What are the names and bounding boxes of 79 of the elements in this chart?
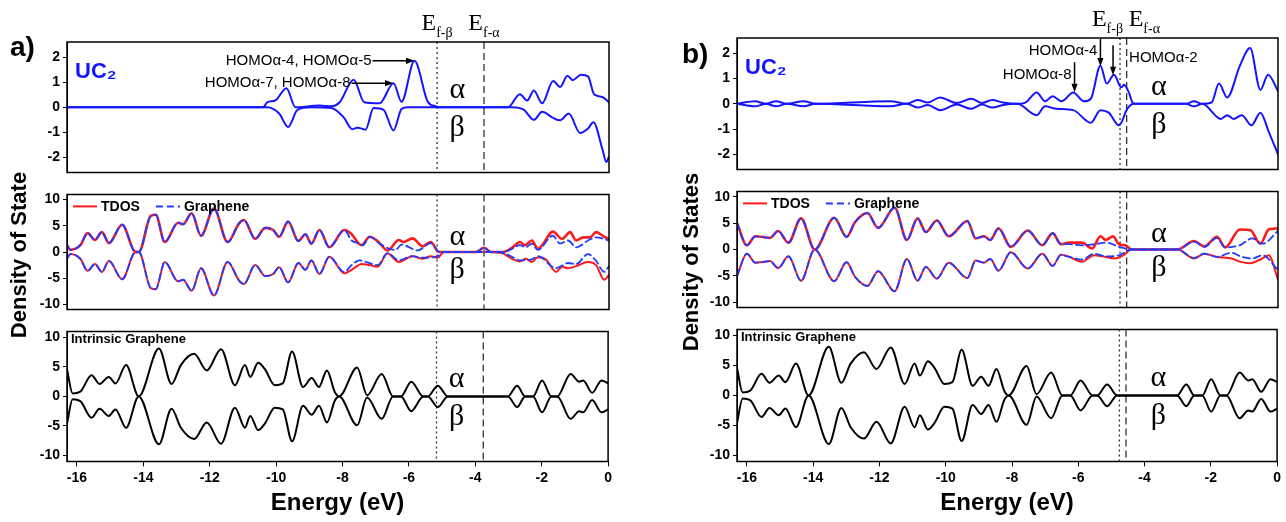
y-tick-label: 2 [722,44,731,61]
y-tick-label: -10 [39,295,61,312]
x-tick-label: -16 [736,468,758,485]
annotation: β [448,398,465,432]
legend-label: TDOS [771,195,810,212]
y-tick-label: 0 [52,387,61,404]
y-tick-label: 0 [52,242,61,259]
y-tick-label: -10 [709,446,731,463]
x-tick-label: -12 [199,468,221,485]
legend-label: TDOS [101,198,140,215]
x-tick-label: -14 [133,468,154,485]
annotation: β [1151,248,1167,282]
y-tick-label: 10 [44,328,61,345]
y-tick-label: -10 [709,293,731,310]
annotation: α [448,360,465,394]
annotation: β [449,251,465,285]
annotation: HOMOα-7, HOMOα-8 [204,73,351,91]
annotation: β [449,109,465,143]
annotation: HOMOα-4, HOMOα-5 [225,50,372,68]
y-tick-label: 1 [52,73,61,90]
legend-label: Graphene [183,198,250,215]
annotation: β [1150,397,1166,431]
x-tick-label: -4 [469,468,482,485]
text: a) [10,30,35,62]
annotation: Intrinsic Graphene [741,328,856,344]
y-tick-label: -5 [47,269,61,286]
x-tick-label: -4 [1138,468,1151,485]
y-tick-label: 0 [52,98,61,115]
y-tick-label: 5 [722,356,731,373]
annotation: α [449,217,466,251]
annotation: α [1150,359,1167,393]
x-tick-label: -2 [535,468,549,485]
annotation: UC₂ [75,58,117,84]
annotation: HOMOα-2 [1129,48,1198,66]
x-axis-title: Energy (eV) [270,488,405,516]
x-tick-label: -8 [1005,468,1019,485]
x-tick-label: -16 [66,468,88,485]
y-tick-label: 5 [52,357,61,374]
y-tick-label: -1 [47,123,61,140]
y-axis-title: Density of States [678,172,704,352]
x-tick-label: -12 [869,468,890,485]
x-axis-title: Energy (eV) [940,488,1074,516]
annotation: HOMOα-4 [1028,40,1098,58]
x-tick-label: -6 [402,468,416,485]
y-tick-label: 2 [52,47,61,64]
y-tick-label: -5 [47,416,61,433]
x-tick-label: 0 [1273,468,1282,485]
text: b) [682,37,709,69]
y-tick-label: 10 [714,187,731,204]
annotation: HOMOα-8 [1002,65,1072,83]
y-tick-label: -5 [717,266,731,283]
y-axis-title: Density of State [6,171,32,339]
annotation: α [1151,215,1168,249]
y-tick-label: 5 [722,213,731,230]
x-tick-label: -10 [266,468,287,485]
y-tick-label: 0 [722,240,731,257]
annotation: Intrinsic Graphene [71,330,186,346]
x-tick-label: -6 [1072,468,1085,485]
annotation: β [1151,105,1167,139]
y-tick-label: -10 [39,446,61,463]
y-tick-label: 0 [722,386,731,403]
y-tick-label: 10 [714,326,731,343]
y-tick-label: 5 [52,216,61,233]
y-tick-label: -5 [717,416,731,433]
y-tick-label: -2 [717,145,731,162]
y-tick-label: 0 [722,94,731,111]
y-tick-label: 10 [44,190,61,207]
annotation: α [1151,67,1168,101]
y-tick-label: -1 [717,119,731,136]
x-tick-label: -14 [803,468,824,485]
x-tick-label: 0 [604,468,613,485]
annotation: α [449,71,466,105]
x-tick-label: -10 [935,468,957,485]
legend-label: Graphene [853,195,920,212]
annotation: UC₂ [745,54,787,80]
x-tick-label: -2 [1204,468,1218,485]
x-tick-label: -8 [336,468,349,485]
y-tick-label: -2 [47,148,61,165]
y-tick-label: 1 [722,69,731,86]
